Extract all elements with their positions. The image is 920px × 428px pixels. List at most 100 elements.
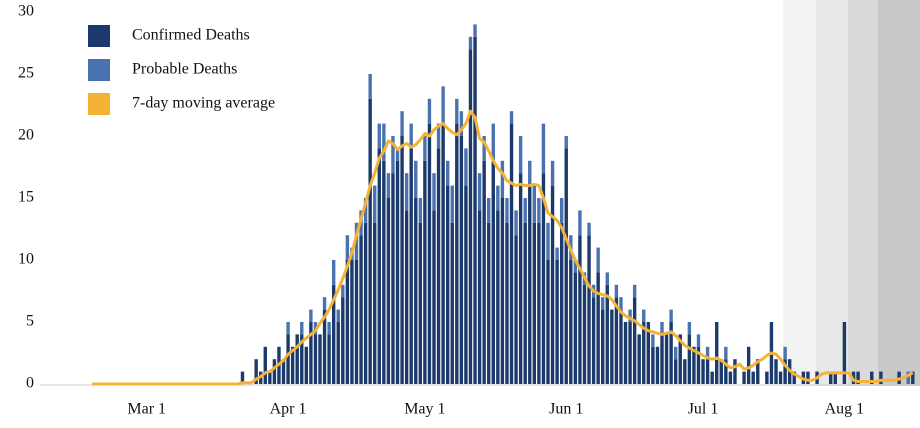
- bar: [341, 284, 345, 298]
- bar: [309, 322, 313, 384]
- bar: [696, 346, 701, 384]
- bar: [541, 173, 546, 384]
- legend-label: Confirmed Deaths: [132, 27, 250, 44]
- bar: [610, 309, 614, 384]
- bar: [400, 111, 404, 136]
- bar: [792, 371, 796, 384]
- bar: [550, 160, 555, 186]
- bar: [368, 98, 372, 385]
- bar: [528, 160, 532, 186]
- bar: [491, 160, 495, 384]
- bar: [664, 334, 669, 384]
- x-tick-label: Aug 1: [825, 401, 865, 418]
- y-tick-label: 0: [26, 375, 34, 392]
- bar: [532, 222, 537, 384]
- legend-swatch: [88, 25, 110, 47]
- bar: [487, 198, 491, 223]
- bar: [651, 346, 655, 384]
- bar: [505, 222, 509, 384]
- bar: [614, 284, 619, 298]
- bar: [719, 359, 723, 384]
- bar: [669, 309, 673, 322]
- y-tick-label: 10: [18, 251, 34, 268]
- bar: [856, 371, 860, 384]
- bar: [441, 86, 445, 124]
- bar: [464, 185, 468, 384]
- bar: [596, 247, 600, 273]
- y-tick-label: 30: [18, 3, 34, 20]
- bar: [733, 359, 737, 384]
- bar: [578, 235, 582, 384]
- bar: [518, 173, 523, 384]
- bar: [870, 371, 874, 384]
- shade: [878, 0, 920, 386]
- bar: [646, 322, 651, 384]
- bar: [295, 334, 299, 384]
- bar: [546, 222, 550, 260]
- bar: [500, 198, 505, 384]
- bar: [359, 235, 363, 384]
- bar: [427, 98, 432, 124]
- bar: [715, 322, 719, 384]
- bar: [605, 272, 609, 285]
- bar: [596, 272, 600, 384]
- bar: [623, 322, 628, 384]
- bar: [601, 297, 605, 310]
- bar: [774, 359, 778, 384]
- bar: [254, 359, 258, 384]
- bar: [327, 334, 331, 384]
- bar: [514, 210, 518, 236]
- bar: [587, 235, 591, 384]
- bar: [550, 185, 555, 384]
- bar: [509, 123, 514, 384]
- bar: [427, 123, 432, 384]
- bar: [651, 334, 655, 347]
- bar: [632, 297, 637, 384]
- bar: [496, 185, 500, 211]
- bar: [642, 309, 646, 322]
- bar: [404, 173, 409, 211]
- bar: [322, 297, 327, 310]
- bar: [441, 123, 445, 384]
- bar: [445, 185, 450, 384]
- bar: [578, 210, 582, 236]
- bar: [418, 198, 423, 223]
- bar: [240, 371, 245, 384]
- bar: [537, 198, 541, 223]
- bar: [555, 247, 559, 260]
- bar: [377, 148, 381, 384]
- bar: [906, 371, 910, 384]
- bar: [591, 297, 596, 384]
- bar: [705, 359, 710, 384]
- bar: [345, 235, 350, 260]
- bar: [468, 36, 473, 50]
- bar: [523, 198, 527, 223]
- bar: [660, 334, 664, 384]
- bar: [518, 136, 523, 174]
- bar: [418, 222, 423, 384]
- bar: [286, 334, 290, 384]
- bar: [432, 210, 436, 384]
- bar: [605, 284, 609, 384]
- bar: [477, 210, 482, 384]
- bar: [573, 272, 578, 384]
- bar: [482, 136, 486, 161]
- bar: [660, 322, 664, 335]
- bar: [409, 148, 413, 384]
- bar: [537, 222, 541, 384]
- bar: [409, 123, 413, 149]
- bar: [487, 222, 491, 384]
- bar: [336, 309, 340, 322]
- bar: [829, 371, 833, 384]
- bar: [382, 160, 386, 384]
- shade: [848, 0, 878, 386]
- bar: [281, 359, 286, 384]
- y-tick-label: 25: [18, 65, 34, 82]
- bar: [505, 198, 509, 223]
- bar: [514, 235, 518, 384]
- bar: [710, 371, 714, 384]
- legend-label: 7-day moving average: [132, 95, 275, 112]
- bar: [756, 359, 760, 384]
- x-tick-label: Mar 1: [127, 401, 166, 418]
- bar: [400, 136, 404, 384]
